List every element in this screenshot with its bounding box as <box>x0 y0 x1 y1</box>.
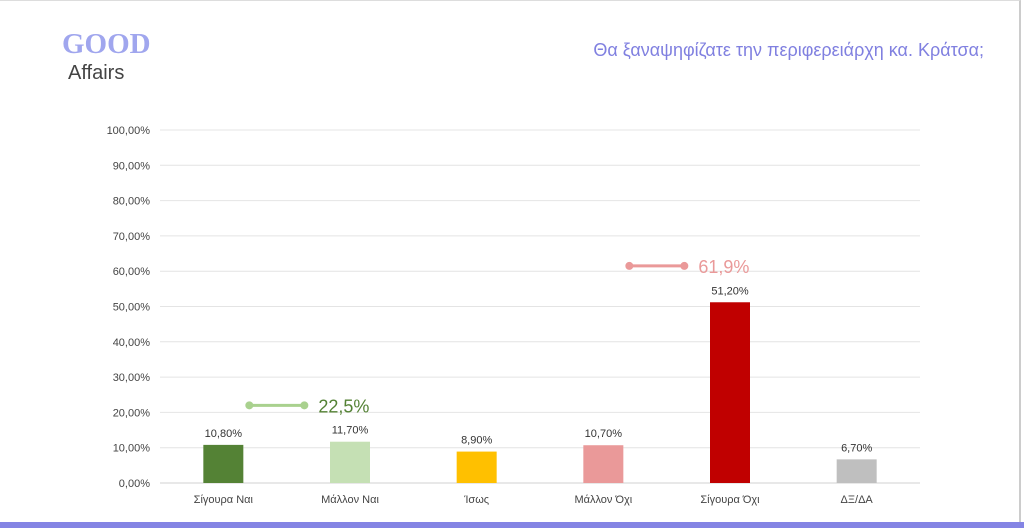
y-tick-label: 90,00% <box>113 160 151 172</box>
annotation-dot <box>245 401 254 410</box>
x-tick-label: Μάλλον Όχι <box>574 494 632 506</box>
bar <box>710 302 750 483</box>
y-tick-label: 10,00% <box>113 443 151 455</box>
bar <box>583 445 624 483</box>
y-tick-label: 30,00% <box>113 372 151 384</box>
annotation-label: 22,5% <box>318 396 369 416</box>
data-label: 11,70% <box>332 425 369 437</box>
y-tick-label: 100,00% <box>107 125 151 137</box>
bar <box>456 451 497 483</box>
bar <box>836 459 877 483</box>
data-label: 10,70% <box>585 428 623 440</box>
y-tick-label: 50,00% <box>113 302 151 314</box>
chart-title: Θα ξαναψηφίζατε την περιφερειάρχη κα. Κρ… <box>593 40 984 60</box>
annotation-dot <box>300 401 309 410</box>
annotation-label: 61,9% <box>698 257 749 277</box>
y-tick-label: 0,00% <box>119 478 150 490</box>
logo-good: GOOD <box>62 28 151 60</box>
annotation-dot <box>625 261 634 270</box>
x-tick-label: Σίγουρα Όχι <box>700 494 760 506</box>
y-tick-label: 20,00% <box>113 407 151 419</box>
bar <box>203 444 244 483</box>
y-tick-label: 70,00% <box>113 231 151 243</box>
y-tick-label: 40,00% <box>113 337 151 349</box>
x-tick-label: Μάλλον Ναι <box>321 494 379 506</box>
x-tick-label: ΔΞ/ΔΑ <box>841 494 874 506</box>
y-tick-label: 60,00% <box>113 266 151 278</box>
x-tick-label: Ίσως <box>463 494 489 506</box>
bottom-bar <box>0 522 1024 528</box>
y-tick-label: 80,00% <box>113 196 151 208</box>
annotation-dot <box>680 261 689 270</box>
data-label: 51,20% <box>711 285 749 297</box>
bar <box>330 441 370 483</box>
x-tick-label: Σίγουρα Ναι <box>194 494 254 506</box>
data-label: 10,80% <box>205 428 243 440</box>
logo-affairs: Affairs <box>68 62 125 84</box>
data-label: 6,70% <box>841 442 872 454</box>
data-label: 8,90% <box>461 435 492 447</box>
